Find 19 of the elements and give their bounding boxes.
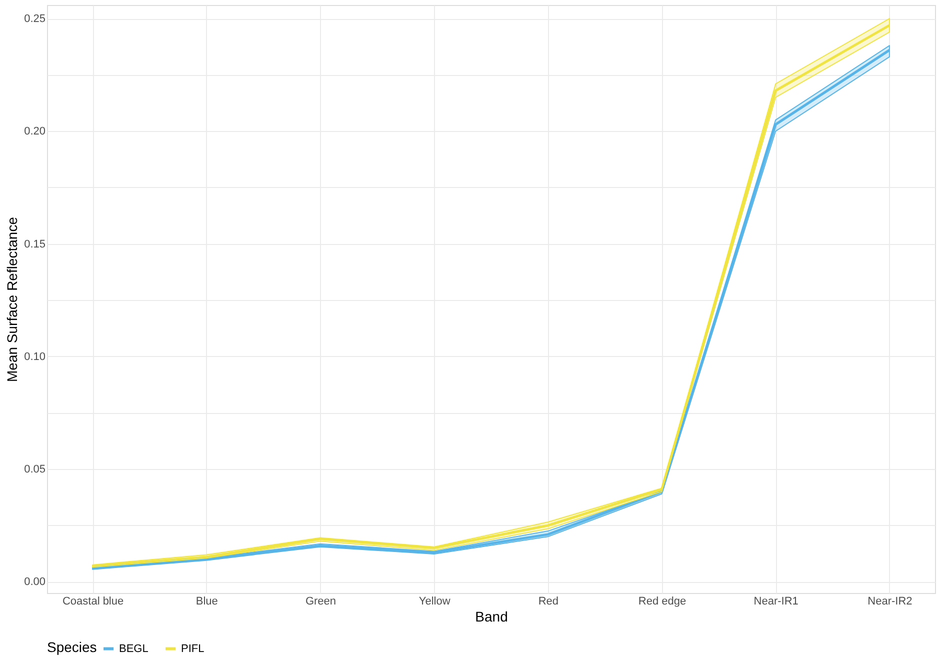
x-tick-label: Near-IR2 xyxy=(868,596,912,608)
x-tick-label: Coastal blue xyxy=(62,596,124,608)
x-tick-label: Yellow xyxy=(418,596,450,608)
x-tick-label: Near-IR1 xyxy=(754,596,798,608)
y-tick-label: 0.00 xyxy=(24,576,46,588)
x-tick-label: Red xyxy=(538,596,559,608)
x-tick-label: Red edge xyxy=(638,596,686,608)
legend-label: BEGL xyxy=(119,642,148,655)
legend-label: PIFL xyxy=(181,642,204,655)
x-tick-label: Blue xyxy=(196,596,218,608)
y-tick-label: 0.05 xyxy=(24,464,46,476)
x-tick-label: Green xyxy=(305,596,336,608)
x-axis-title: Band xyxy=(475,608,508,624)
y-axis-title: Mean Surface Reflectance xyxy=(4,216,20,382)
legend-title: Species xyxy=(47,639,97,655)
y-tick-label: 0.20 xyxy=(24,126,46,138)
y-tick-label: 0.15 xyxy=(24,238,46,250)
y-tick-label: 0.25 xyxy=(24,13,46,26)
y-tick-label: 0.10 xyxy=(24,350,46,363)
